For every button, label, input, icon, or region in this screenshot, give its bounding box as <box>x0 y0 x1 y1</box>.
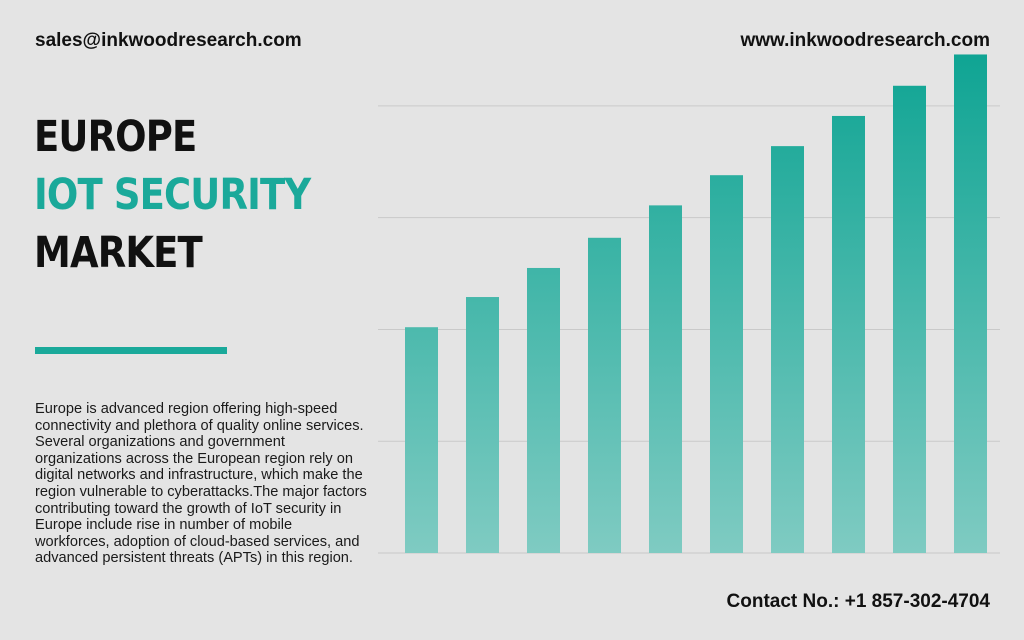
contact-number: Contact No.: +1 857-302-4704 <box>726 591 990 612</box>
page-title: EUROPE IOT SECURITY MARKET <box>34 108 355 282</box>
website-link[interactable]: www.inkwoodresearch.com <box>740 30 990 51</box>
chart-bar-5 <box>649 205 682 554</box>
chart-bar-4 <box>588 237 621 553</box>
chart-bar-7 <box>771 146 804 553</box>
title-line-region: EUROPE <box>34 112 197 162</box>
chart-bar-6 <box>710 175 743 554</box>
description-text: Europe is advanced region offering high-… <box>35 401 367 567</box>
chart-bar-10 <box>954 54 987 554</box>
email-address[interactable]: sales@inkwoodresearch.com <box>35 30 302 51</box>
chart-bar-3 <box>527 267 560 553</box>
title-line-market: MARKET <box>34 228 203 278</box>
chart-bar-2 <box>466 297 499 553</box>
title-line-topic: IOT SECURITY <box>34 170 311 220</box>
chart-bar-9 <box>893 85 926 553</box>
accent-divider <box>35 347 227 354</box>
chart-bar-1 <box>405 327 438 553</box>
chart-bar-8 <box>832 115 865 554</box>
